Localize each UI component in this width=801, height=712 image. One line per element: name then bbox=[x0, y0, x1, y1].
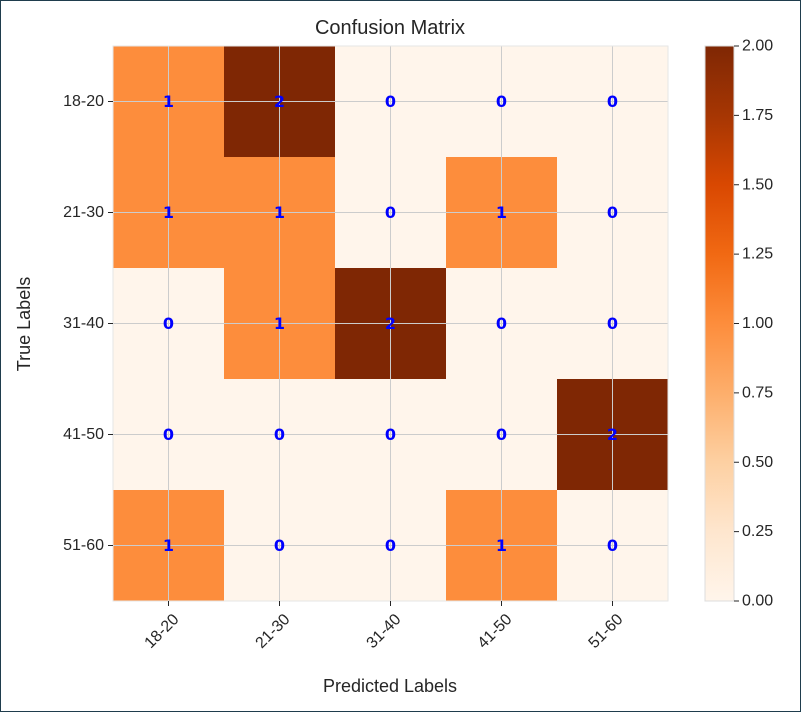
cell-label: 0 bbox=[607, 92, 618, 111]
y-tick-label: 21-30 bbox=[63, 204, 104, 221]
cell-label: 2 bbox=[607, 425, 618, 444]
y-axis-ticks: 18-20 21-30 31-40 41-50 51-60 bbox=[63, 93, 113, 554]
cell-label: 0 bbox=[274, 425, 285, 444]
y-tick-label: 51-60 bbox=[63, 537, 104, 554]
colorbar-tick-label: 0.00 bbox=[742, 593, 773, 610]
cell-label: 0 bbox=[607, 536, 618, 555]
cell-label: 0 bbox=[163, 314, 174, 333]
y-tick-label: 41-50 bbox=[63, 426, 104, 443]
colorbar-tick-label: 1.75 bbox=[742, 107, 773, 124]
colorbar-ticks: 0.00 0.25 0.50 0.75 1.00 1.25 1.50 1.75 2.00 bbox=[734, 38, 773, 610]
cell-label: 1 bbox=[163, 536, 174, 555]
x-axis-title: Predicted Labels bbox=[323, 676, 457, 696]
colorbar-tick-label: 1.25 bbox=[742, 246, 773, 263]
colorbar bbox=[704, 45, 735, 602]
cell-label: 0 bbox=[607, 314, 618, 333]
cell-label: 0 bbox=[496, 314, 507, 333]
cell-label: 0 bbox=[496, 92, 507, 111]
cell-label: 1 bbox=[163, 203, 174, 222]
x-tick-label: 18-20 bbox=[142, 611, 183, 652]
cell-label: 1 bbox=[496, 203, 507, 222]
cell-label: 1 bbox=[274, 314, 285, 333]
colorbar-tick-label: 2.00 bbox=[742, 38, 773, 55]
x-tick-label: 31-40 bbox=[364, 611, 405, 652]
colorbar-tick-label: 1.00 bbox=[742, 315, 773, 332]
cell-label: 2 bbox=[385, 314, 396, 333]
x-tick-label: 21-30 bbox=[253, 611, 294, 652]
cell-label: 1 bbox=[496, 536, 507, 555]
colorbar-tick-label: 0.75 bbox=[742, 384, 773, 401]
y-axis-title: True Labels bbox=[14, 277, 34, 371]
cell-label: 0 bbox=[496, 425, 507, 444]
cell-label: 0 bbox=[385, 425, 396, 444]
cell-label: 0 bbox=[385, 92, 396, 111]
cell-label: 0 bbox=[385, 203, 396, 222]
cell-label: 0 bbox=[163, 425, 174, 444]
colorbar-tick-label: 1.50 bbox=[742, 176, 773, 193]
y-tick-label: 31-40 bbox=[63, 315, 104, 332]
colorbar-tick-label: 0.25 bbox=[742, 523, 773, 540]
cell-labels: 1 2 0 0 0 1 1 0 1 0 0 1 2 0 0 0 0 0 0 2 1 0 0 1 0 bbox=[163, 92, 618, 555]
cell-label: 1 bbox=[274, 203, 285, 222]
y-tick-label: 18-20 bbox=[63, 93, 104, 110]
cell-label: 2 bbox=[274, 92, 285, 111]
cell-label: 0 bbox=[607, 203, 618, 222]
cell-label: 0 bbox=[274, 536, 285, 555]
cell-label: 1 bbox=[163, 92, 174, 111]
x-axis-ticks: 18-20 21-30 31-40 41-50 51-60 bbox=[142, 601, 627, 652]
x-tick-label: 51-60 bbox=[586, 611, 627, 652]
x-tick-label: 41-50 bbox=[475, 611, 516, 652]
chart-title: Confusion Matrix bbox=[315, 17, 465, 39]
cell-label: 0 bbox=[385, 536, 396, 555]
colorbar-tick-label: 0.50 bbox=[742, 454, 773, 471]
